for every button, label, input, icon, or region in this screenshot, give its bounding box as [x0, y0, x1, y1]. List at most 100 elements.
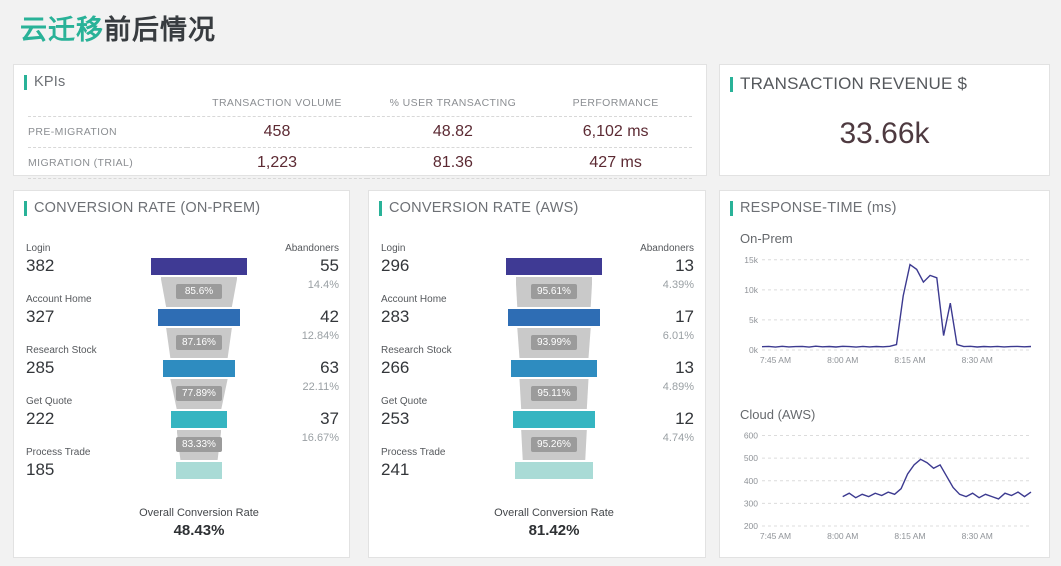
accent-tick [730, 76, 733, 92]
funnel-step-value: 283 [381, 307, 410, 326]
page-title-highlight: 云迁移 [20, 15, 104, 45]
kpi-row-label: PRE-MIGRATION [28, 116, 188, 148]
funnel-bar [151, 258, 247, 275]
abandoners-value: 12 [675, 409, 694, 428]
funnel-step-label: Login [381, 243, 406, 254]
abandoners-pct: 12.84% [301, 330, 339, 342]
transaction-revenue-panel: TRANSACTION REVENUE $ 33.66k [719, 64, 1050, 176]
y-tick-label: 0k [749, 345, 759, 355]
funnel-bar [506, 258, 602, 275]
panel-header: TRANSACTION REVENUE $ [720, 65, 1049, 98]
kpi-value: 48.82 [366, 116, 540, 148]
funnel-step-value: 382 [26, 256, 55, 275]
funnel-conversion-badge: 87.16% [176, 335, 222, 350]
panel-header: CONVERSION RATE (AWS) [369, 191, 705, 220]
conversion-funnel-aws: Abandoners Login 296 13 4.39% 95.61% Account H… [381, 231, 694, 553]
kpi-column-header: PERFORMANCE [539, 94, 692, 117]
funnel-step-label: Login [26, 243, 51, 254]
abandoners-value: 17 [675, 307, 694, 326]
funnel-bar [508, 309, 600, 326]
line-chart-svg: 0k 5k 10k 15k 7:45 AM 8:00 AM 8:15 AM 8:30 AM [744, 255, 1032, 365]
funnel-conversion-badge: 85.6% [176, 284, 222, 299]
funnel-step-label: Process Trade [381, 447, 446, 458]
kpi-row-label: MIGRATION (TRIAL) [28, 147, 188, 179]
conversion-funnel-onprem: Abandoners Login 382 55 14.4% 85.6% Account Ho… [26, 231, 339, 553]
kpi-corner-cell [28, 94, 188, 117]
line-chart-svg: 200 300 400 500 600 7:45 AM 8:00 AM 8:15 AM 8:30… [744, 431, 1032, 541]
kpi-column-header: % USER TRANSACTING [366, 94, 540, 117]
y-tick-label: 400 [744, 476, 758, 486]
abandoners-pct: 4.39% [662, 279, 694, 291]
page-title-rest: 前后情况 [104, 15, 216, 45]
x-tick-label: 8:15 AM [894, 355, 925, 365]
funnel-step-label: Account Home [381, 294, 447, 305]
panel-header: KPIs [14, 65, 706, 94]
funnel-step-value: 222 [26, 409, 55, 428]
funnel-bar [512, 411, 596, 428]
x-tick-label: 7:45 AM [760, 531, 791, 541]
funnel-step-label: Get Quote [381, 396, 428, 407]
abandoners-value: 42 [320, 307, 339, 326]
overall-conversion-label: Overall Conversion Rate [494, 507, 614, 519]
funnel-conversion-badge: 95.61% [531, 284, 577, 299]
abandoners-pct: 4.74% [662, 432, 694, 444]
y-tick-label: 10k [744, 285, 758, 295]
overall-conversion-label: Overall Conversion Rate [139, 507, 259, 519]
kpi-row-migration-trial: MIGRATION (TRIAL) 1,223 81.36 427 ms [28, 147, 692, 179]
abandoners-value: 13 [675, 358, 694, 377]
panel-header: CONVERSION RATE (ON-PREM) [14, 191, 349, 220]
abandoners-value: 37 [320, 409, 339, 428]
kpi-value: 81.36 [366, 147, 540, 179]
accent-tick [24, 74, 27, 90]
kpi-value: 427 ms [539, 147, 692, 179]
kpis-panel: KPIs TRANSACTION VOLUME % USER TRANSACTI… [13, 64, 707, 179]
y-tick-label: 15k [744, 255, 758, 265]
kpi-header-row: TRANSACTION VOLUME % USER TRANSACTING PE… [28, 94, 692, 117]
x-tick-label: 8:00 AM [827, 355, 858, 365]
funnel-step-label: Account Home [26, 294, 92, 305]
funnel-step-value: 296 [381, 256, 410, 275]
funnel-conversion-badge: 95.11% [531, 386, 577, 401]
funnel-step-value: 285 [26, 358, 55, 377]
funnel-bar [171, 411, 227, 428]
conversion-rate-aws-panel: CONVERSION RATE (AWS) Abandoners Login 296… [368, 190, 706, 558]
cloud-response-chart: 200 300 400 500 600 7:45 AM 8:00 AM 8:15 AM 8:30… [732, 425, 1039, 548]
abandoners-pct: 16.67% [301, 432, 339, 444]
x-tick-label: 7:45 AM [760, 355, 791, 365]
y-tick-label: 500 [744, 453, 758, 463]
revenue-value: 33.66k [839, 117, 930, 150]
chart-subtitle-cloud: Cloud (AWS) [740, 407, 816, 422]
kpi-table: TRANSACTION VOLUME % USER TRANSACTING PE… [28, 94, 692, 179]
funnel-bar [157, 309, 241, 326]
funnel-conversion-badge: 95.26% [531, 437, 577, 452]
kpi-value: 1,223 [187, 147, 367, 179]
accent-tick [24, 200, 27, 216]
chart-subtitle-onprem: On-Prem [740, 231, 793, 246]
kpi-value: 458 [187, 116, 367, 148]
funnel-step-label: Research Stock [381, 345, 452, 356]
response-time-panel: RESPONSE-TIME (ms) On-Prem 0k 5k 10k 15k 7:4… [719, 190, 1050, 558]
funnel-step-value: 241 [381, 460, 410, 479]
funnel-conversion-badge: 93.99% [531, 335, 577, 350]
kpi-value: 6,102 ms [539, 116, 692, 148]
abandoners-value: 13 [675, 256, 694, 275]
abandoners-value: 63 [320, 358, 339, 377]
abandoners-pct: 6.01% [662, 330, 694, 342]
abandoners-column-label: Abandoners [640, 243, 694, 254]
conversion-rate-onprem-panel: CONVERSION RATE (ON-PREM) Abandoners Logi… [13, 190, 350, 558]
y-tick-label: 300 [744, 498, 758, 508]
page-title: 云迁移前后情况 [20, 8, 216, 47]
x-tick-label: 8:30 AM [962, 531, 993, 541]
y-tick-label: 200 [744, 521, 758, 531]
funnel-bar [175, 462, 223, 479]
funnel-bar [510, 360, 598, 377]
response-time-series [761, 263, 1032, 348]
overall-conversion-value: 48.43% [173, 522, 225, 539]
x-tick-label: 8:00 AM [827, 531, 858, 541]
kpi-row-pre-migration: PRE-MIGRATION 458 48.82 6,102 ms [28, 116, 692, 148]
kpi-column-header: TRANSACTION VOLUME [187, 94, 367, 117]
x-tick-label: 8:15 AM [894, 531, 925, 541]
response-time-series [842, 458, 1032, 500]
panel-title: TRANSACTION REVENUE $ [740, 74, 968, 93]
overall-conversion-value: 81.42% [528, 522, 580, 539]
